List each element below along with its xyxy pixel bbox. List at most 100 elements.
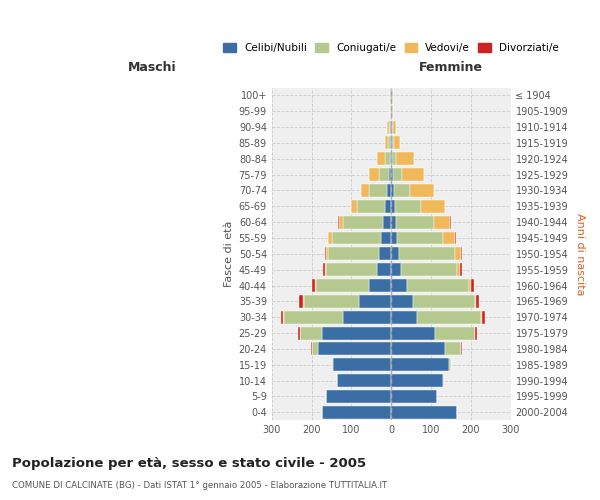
Bar	[334, 358, 391, 371]
Bar	[377, 263, 391, 276]
Bar	[421, 200, 445, 213]
Bar	[332, 232, 381, 244]
Bar	[326, 248, 328, 260]
Bar	[299, 295, 303, 308]
Bar	[385, 136, 388, 149]
Bar	[388, 136, 390, 149]
Bar	[304, 295, 359, 308]
Bar	[390, 136, 391, 149]
Y-axis label: Anni di nascita: Anni di nascita	[575, 212, 585, 295]
Bar	[391, 120, 392, 134]
Bar	[312, 279, 315, 292]
Bar	[383, 216, 391, 228]
Bar	[417, 310, 481, 324]
Bar	[445, 342, 461, 355]
Text: Femmine: Femmine	[419, 61, 483, 74]
Bar	[337, 374, 391, 387]
Bar	[328, 232, 332, 244]
Text: Maschi: Maschi	[128, 61, 177, 74]
Bar	[392, 120, 393, 134]
Bar	[394, 184, 410, 197]
Bar	[471, 279, 474, 292]
Bar	[323, 263, 325, 276]
Bar	[387, 120, 389, 134]
Bar	[379, 168, 389, 181]
Bar	[391, 342, 445, 355]
Bar	[391, 200, 395, 213]
Bar	[434, 216, 450, 228]
Bar	[389, 120, 391, 134]
Bar	[391, 295, 413, 308]
Bar	[391, 374, 443, 387]
Bar	[352, 200, 358, 213]
Bar	[389, 152, 391, 166]
Bar	[449, 358, 451, 371]
Bar	[391, 184, 394, 197]
Bar	[343, 310, 391, 324]
Bar	[328, 248, 379, 260]
Bar	[394, 136, 400, 149]
Bar	[377, 152, 385, 166]
Bar	[381, 232, 391, 244]
Bar	[410, 184, 434, 197]
Bar	[460, 263, 462, 276]
Bar	[322, 406, 391, 418]
Bar	[338, 216, 343, 228]
Bar	[369, 168, 379, 181]
Bar	[332, 358, 334, 371]
Bar	[475, 326, 477, 340]
Bar	[391, 279, 407, 292]
Bar	[387, 184, 391, 197]
Bar	[413, 295, 475, 308]
Bar	[455, 232, 456, 244]
Bar	[391, 232, 397, 244]
Bar	[391, 310, 417, 324]
Bar	[450, 216, 451, 228]
Bar	[322, 326, 391, 340]
Bar	[391, 326, 435, 340]
Bar	[469, 279, 471, 292]
Bar	[281, 310, 283, 324]
Bar	[385, 152, 389, 166]
Bar	[395, 200, 421, 213]
Bar	[391, 248, 399, 260]
Bar	[461, 248, 462, 260]
Bar	[392, 89, 393, 102]
Bar	[455, 248, 461, 260]
Bar	[391, 390, 437, 403]
Bar	[475, 295, 476, 308]
Bar	[392, 105, 393, 118]
Legend: Celibi/Nubili, Coniugati/e, Vedovi/e, Divorziati/e: Celibi/Nubili, Coniugati/e, Vedovi/e, Di…	[223, 43, 559, 53]
Bar	[359, 295, 391, 308]
Bar	[402, 168, 424, 181]
Bar	[391, 136, 392, 149]
Bar	[435, 326, 475, 340]
Bar	[317, 342, 391, 355]
Bar	[397, 152, 414, 166]
Bar	[311, 342, 317, 355]
Bar	[401, 263, 457, 276]
Bar	[299, 326, 322, 340]
Bar	[391, 152, 392, 166]
Bar	[391, 263, 401, 276]
Bar	[399, 248, 455, 260]
Bar	[389, 168, 391, 181]
Bar	[393, 168, 402, 181]
Bar	[391, 168, 393, 181]
Bar	[393, 120, 396, 134]
Text: COMUNE DI CALCINATE (BG) - Dati ISTAT 1° gennaio 2005 - Elaborazione TUTTITALIA.: COMUNE DI CALCINATE (BG) - Dati ISTAT 1°…	[12, 481, 387, 490]
Bar	[358, 200, 385, 213]
Bar	[482, 310, 485, 324]
Bar	[391, 406, 457, 418]
Bar	[316, 279, 370, 292]
Bar	[326, 263, 377, 276]
Bar	[457, 263, 460, 276]
Bar	[476, 295, 479, 308]
Bar	[407, 279, 469, 292]
Bar	[379, 248, 391, 260]
Bar	[284, 310, 343, 324]
Bar	[325, 263, 326, 276]
Bar	[397, 232, 443, 244]
Bar	[392, 136, 394, 149]
Bar	[343, 216, 383, 228]
